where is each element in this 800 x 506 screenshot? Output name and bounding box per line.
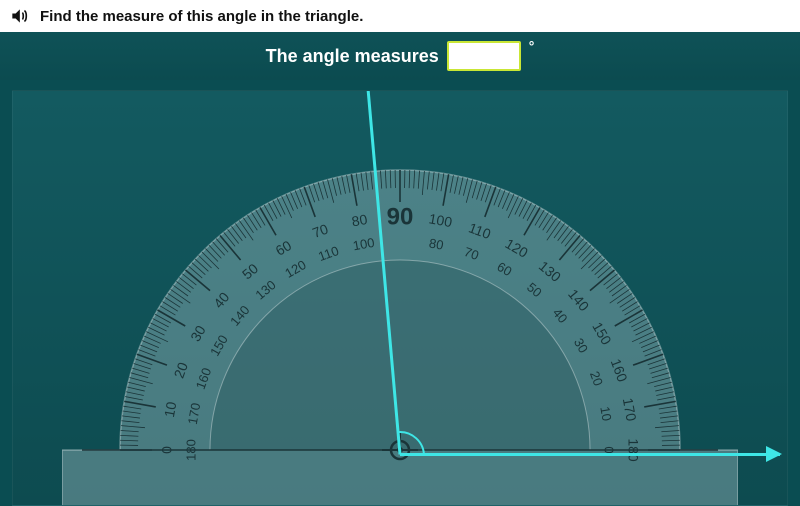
answer-label: The angle measures [266, 46, 439, 67]
svg-text:10: 10 [161, 400, 179, 418]
question-prompt: Find the measure of this angle in the tr… [40, 8, 363, 25]
svg-text:0: 0 [159, 446, 175, 454]
answer-bar: The angle measures ° [0, 32, 800, 80]
question-bar: Find the measure of this angle in the tr… [0, 0, 800, 32]
workspace-canvas: 0102030405060708090100110120130140150160… [12, 90, 788, 506]
svg-text:10: 10 [597, 405, 614, 422]
svg-text:180: 180 [625, 438, 641, 462]
svg-text:0: 0 [602, 446, 617, 453]
degree-symbol: ° [529, 38, 535, 54]
angle-input[interactable] [447, 41, 521, 71]
audio-icon[interactable] [8, 5, 30, 27]
protractor[interactable]: 0102030405060708090100110120130140150160… [62, 165, 738, 506]
svg-text:180: 180 [183, 439, 198, 461]
svg-text:80: 80 [428, 235, 445, 252]
svg-text:80: 80 [350, 211, 368, 229]
svg-text:90: 90 [387, 203, 414, 230]
